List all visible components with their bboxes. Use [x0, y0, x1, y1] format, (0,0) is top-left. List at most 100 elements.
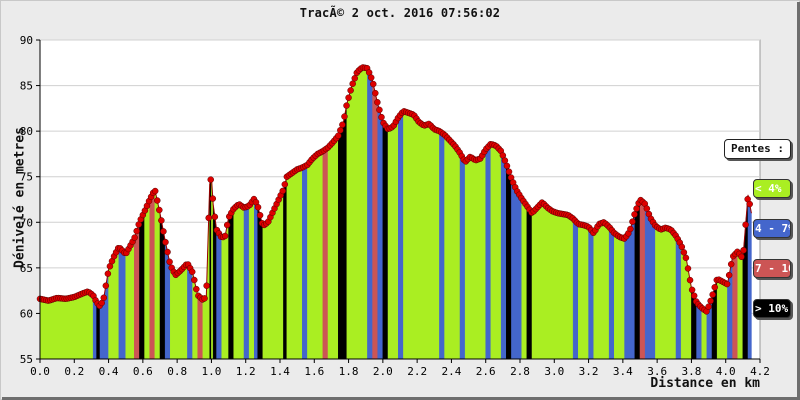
data-point: [162, 238, 169, 246]
y-tick-label: 85: [20, 80, 33, 93]
data-point: [727, 260, 735, 268]
legend-item-7-10: 7 - 10%: [753, 259, 791, 278]
slope-band: [634, 199, 641, 360]
data-point: [209, 195, 217, 202]
y-tick-label: 60: [20, 307, 33, 320]
data-point: [742, 221, 749, 228]
legend-item-4-7: 4 - 7%: [753, 219, 791, 238]
data-point: [705, 303, 712, 310]
data-point: [339, 121, 346, 129]
legend-title: Pentes :: [724, 139, 791, 159]
frame-shadow-right: [797, 2, 800, 400]
data-point: [370, 80, 377, 88]
slope-band: [248, 197, 255, 360]
slope-band: [96, 301, 101, 360]
data-point: [627, 225, 634, 233]
slope-band: [747, 194, 752, 360]
data-point: [341, 113, 348, 120]
legend-label-4-7: 4 - 7%: [755, 222, 791, 235]
slope-band: [639, 198, 646, 360]
slope-band: [228, 207, 234, 360]
x-tick-label: 0.4: [99, 365, 119, 378]
x-tick-label: 1.2: [236, 365, 256, 378]
slope-band: [327, 134, 339, 360]
data-point: [684, 265, 692, 272]
data-point: [164, 248, 171, 256]
data-point: [505, 168, 513, 175]
slope-band: [170, 262, 188, 360]
slope-band: [139, 211, 145, 360]
x-tick-label: 3.8: [681, 365, 701, 378]
x-tick-label: 3.2: [579, 365, 599, 378]
data-point: [254, 203, 262, 211]
slope-band: [732, 250, 738, 360]
data-point: [631, 211, 638, 218]
data-point: [335, 132, 342, 139]
x-tick-label: 3.6: [647, 365, 667, 378]
data-point: [188, 268, 196, 276]
data-point: [203, 282, 210, 289]
slope-band: [439, 130, 445, 360]
data-point: [633, 205, 640, 212]
legend-label-gt10: > 10%: [755, 302, 789, 315]
x-tick-label: 2.0: [373, 365, 393, 378]
data-point: [367, 74, 375, 81]
data-point: [711, 284, 718, 291]
x-axis-label: Distance en km: [650, 376, 760, 391]
data-point: [351, 75, 358, 82]
data-point: [678, 243, 686, 251]
data-point: [349, 80, 356, 87]
data-point: [709, 291, 716, 298]
data-point: [211, 213, 219, 221]
data-point: [337, 126, 344, 134]
data-point: [207, 176, 214, 183]
data-point: [223, 221, 231, 229]
slope-band: [716, 278, 728, 360]
slope-band: [464, 148, 486, 360]
slope-band: [403, 110, 440, 360]
slope-band: [500, 151, 507, 360]
data-point: [256, 211, 264, 219]
y-tick-label: 75: [20, 171, 33, 184]
x-tick-label: 0.2: [64, 365, 84, 378]
slope-band: [511, 178, 522, 360]
x-tick-label: 1.6: [304, 365, 324, 378]
slope-band: [149, 189, 156, 360]
y-tick-label: 55: [20, 353, 33, 366]
frame-shadow-bottom: [2, 397, 800, 400]
legend-label-lt4: < 4%: [755, 182, 782, 195]
slope-band: [322, 147, 329, 360]
data-point: [629, 218, 636, 225]
data-point: [205, 214, 212, 222]
slope-band: [398, 110, 404, 360]
slope-band: [506, 163, 512, 360]
x-tick-label: 0.8: [167, 365, 187, 378]
slope-band: [737, 250, 744, 360]
slope-band: [338, 103, 348, 360]
data-point: [740, 246, 747, 254]
slope-band: [367, 68, 373, 360]
x-tick-label: 3.0: [544, 365, 564, 378]
data-point: [193, 285, 200, 293]
slope-band: [187, 262, 193, 360]
legend-label-7-10: 7 - 10%: [755, 262, 790, 275]
y-tick-label: 80: [20, 125, 33, 138]
slope-band: [197, 294, 204, 360]
data-point: [643, 205, 651, 212]
x-tick-label: 1.4: [270, 365, 290, 378]
slope-band: [286, 167, 303, 360]
slope-band: [144, 199, 150, 360]
slope-band: [372, 80, 378, 360]
data-point: [166, 258, 173, 266]
x-tick-label: 2.2: [407, 365, 427, 378]
x-tick-label: 2.4: [441, 365, 461, 378]
data-point: [374, 99, 381, 106]
data-point: [682, 254, 690, 262]
slope-band: [254, 198, 258, 360]
data-point: [503, 162, 511, 170]
data-point: [201, 295, 208, 302]
data-point: [104, 270, 112, 277]
data-point: [343, 102, 350, 109]
data-point: [151, 187, 159, 195]
